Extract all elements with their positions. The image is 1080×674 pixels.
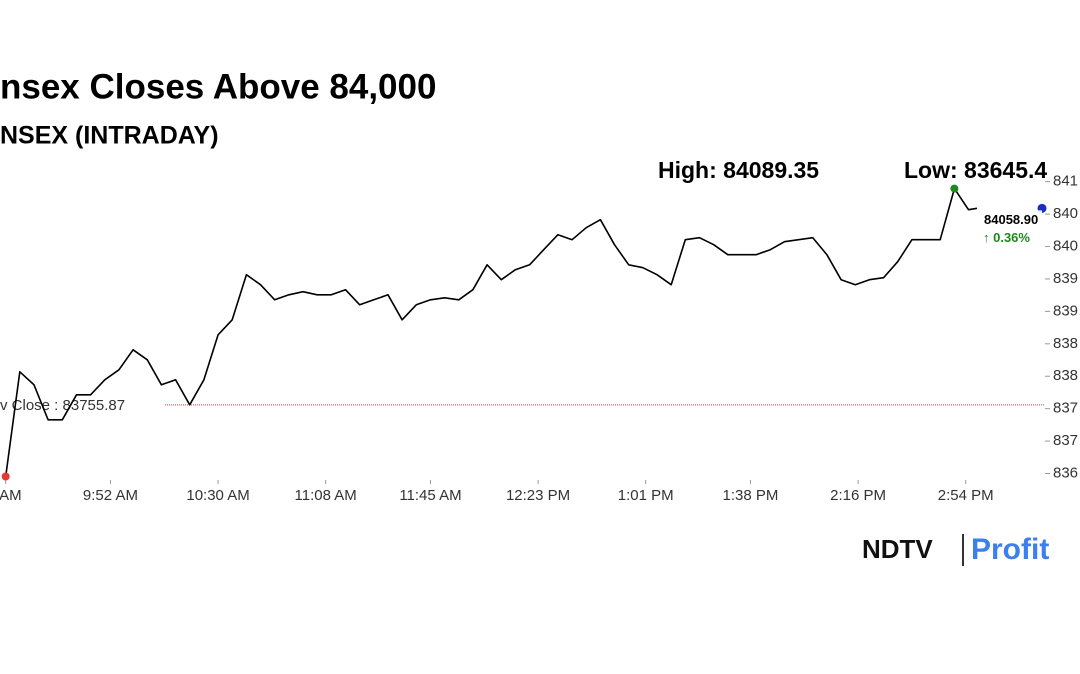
x-tick-label: AM [0, 487, 22, 504]
y-tick-label: 839 [1053, 270, 1078, 287]
low-annotation: Low: 83645.4 [904, 157, 1047, 183]
high-annotation: High: 84089.35 [658, 157, 819, 183]
x-tick-label: 12:23 PM [506, 487, 570, 504]
y-tick-label: 841 [1053, 173, 1078, 190]
last-label: 84058.90 [984, 212, 1038, 227]
chart-subtitle: NSEX (INTRADAY) [0, 122, 219, 150]
last-label-bg [980, 210, 1042, 247]
price-line [4, 187, 978, 477]
y-tick-label: 836 [1053, 464, 1078, 481]
x-tick-label: 11:08 AM [295, 487, 357, 504]
x-tick-label: 11:45 AM [399, 487, 461, 504]
chart-title: nsex Closes Above 84,000 [0, 67, 436, 106]
high-marker [950, 184, 959, 193]
prev-close-label-bg [0, 393, 163, 416]
y-tick-label: 838 [1053, 335, 1078, 352]
x-tick-label: 9:52 AM [83, 487, 138, 504]
x-tick-label: 1:01 PM [618, 487, 674, 504]
y-tick-label: 840 [1053, 205, 1078, 222]
x-tick-label: 10:30 AM [186, 487, 249, 504]
y-tick-label: 838 [1053, 367, 1078, 384]
change-label: ↑ 0.36% [983, 230, 1030, 245]
x-tick-label: 1:38 PM [723, 487, 779, 504]
x-tick-label: 2:16 PM [830, 487, 886, 504]
y-tick-label: 840 [1053, 237, 1078, 254]
y-tick-label: 839 [1053, 302, 1078, 319]
prev-close-label: v Close : 83755.87 [0, 397, 125, 414]
logo-profit: Profit [971, 533, 1049, 566]
y-tick-label: 837 [1053, 400, 1078, 417]
logo-ndtv: NDTV [862, 534, 933, 564]
y-tick-label: 837 [1053, 432, 1078, 449]
x-tick-label: 2:54 PM [938, 487, 994, 504]
low-marker [1, 472, 10, 481]
